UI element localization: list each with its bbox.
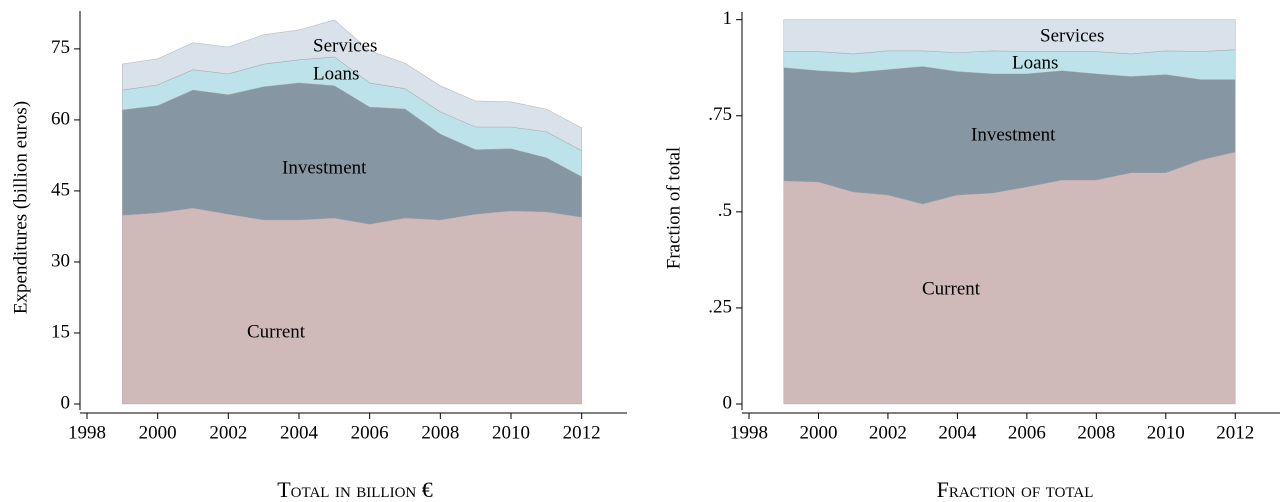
y-tick-label: 30 — [51, 250, 70, 271]
y-tick-label: 0 — [723, 392, 733, 413]
x-tick-label: 2002 — [209, 422, 247, 443]
x-tick-label: 1998 — [730, 422, 768, 443]
area — [783, 19, 1236, 55]
x-tick-label: 2006 — [351, 422, 389, 443]
x-tick-label: 2006 — [1008, 422, 1046, 443]
x-tick-label: 2002 — [869, 422, 907, 443]
caption: Total in billion € — [277, 477, 433, 502]
y-tick-label: 45 — [51, 179, 70, 200]
y-tick-label: 15 — [51, 321, 70, 342]
area-label: Current — [247, 321, 306, 342]
x-tick-label: 2000 — [799, 422, 837, 443]
caption: Fraction of total — [937, 477, 1094, 502]
x-tick-label: 2010 — [492, 422, 530, 443]
area — [122, 207, 582, 405]
x-tick-label: 2008 — [1077, 422, 1115, 443]
y-axis-title: Fraction of total — [663, 147, 684, 269]
x-tick-label: 2004 — [280, 422, 319, 443]
y-tick-label: 1 — [723, 8, 733, 29]
x-tick-label: 2004 — [938, 422, 977, 443]
area-label: Investment — [971, 124, 1056, 145]
y-tick-label: .25 — [708, 296, 732, 317]
y-tick-label: 75 — [51, 37, 70, 58]
x-tick-label: 2008 — [421, 422, 459, 443]
area-label: Services — [1040, 25, 1104, 46]
area-label: Investment — [282, 157, 367, 178]
y-axis-title: Expenditures (billion euros) — [10, 101, 31, 314]
y-tick-label: .5 — [718, 200, 732, 221]
x-tick-label: 2012 — [563, 422, 601, 443]
x-tick-label: 2012 — [1216, 422, 1254, 443]
area-label: Current — [922, 278, 981, 299]
y-tick-label: 60 — [51, 108, 70, 129]
x-tick-label: 1998 — [68, 422, 106, 443]
area — [122, 19, 582, 152]
area-label: Loans — [313, 63, 359, 84]
y-tick-label: 0 — [61, 392, 71, 413]
x-tick-label: 2000 — [139, 422, 177, 443]
area-label: Loans — [1012, 52, 1058, 73]
x-tick-label: 2010 — [1147, 422, 1185, 443]
y-tick-label: .75 — [708, 104, 732, 125]
area-label: Services — [313, 35, 377, 56]
